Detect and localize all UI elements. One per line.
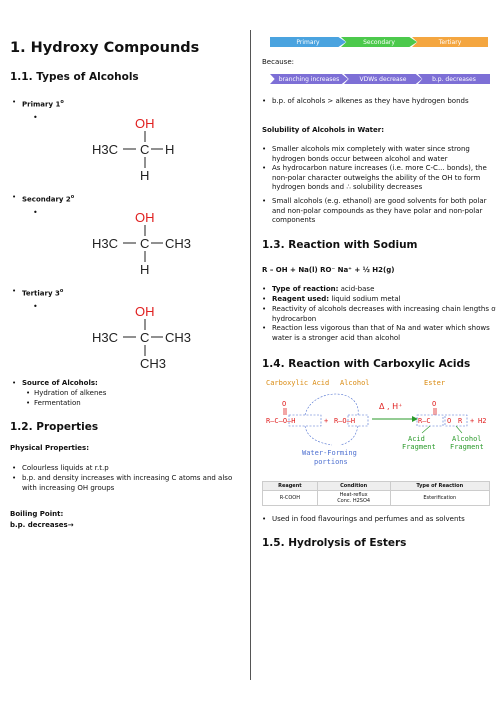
boiling-point-title: Boiling Point: <box>10 510 64 518</box>
label-alcohol-fragment: Fragment <box>450 443 484 451</box>
table-cell: Heat-reflux Conc. H2SO4 <box>316 490 391 506</box>
boiling-point-text: b.p. decreases→ <box>10 521 74 529</box>
label-ester: Ester <box>424 379 445 387</box>
c-label: C <box>140 330 149 345</box>
bullet-dot: • <box>33 208 38 217</box>
plus-sign: + <box>324 417 328 425</box>
table-header: Reagent <box>262 481 318 491</box>
label-water-forming: Water-Forming <box>302 449 357 457</box>
sodium-item: Reactivity of alcohols decreases with in… <box>262 305 496 324</box>
solubility-title: Solubility of Alcohols in Water: <box>262 126 385 134</box>
phys-item: b.p. and density increases with increasi… <box>12 474 247 493</box>
section-carboxylic-acids: 1.4. Reaction with Carboxylic Acids <box>262 358 471 370</box>
ester-formula: R–C <box>418 417 431 425</box>
tertiary-bullet: Tertiary 3o <box>12 287 63 299</box>
primary-bullet: Primary 1o <box>12 98 64 110</box>
ester-r: R <box>458 417 463 425</box>
chevron-primary: Primary <box>270 37 346 47</box>
h3c-label: H3C <box>92 142 118 157</box>
chevron-bp: b.p. decreases <box>418 74 490 84</box>
chevron-secondary: Secondary <box>341 37 417 47</box>
source-item: Hydration of alkenes <box>26 389 106 399</box>
o-label: O <box>432 400 436 408</box>
uses-bullet: Used in food flavourings and perfumes an… <box>262 515 496 525</box>
ch3-label: CH3 <box>165 236 191 251</box>
label-alcohol: Alcohol <box>340 379 370 387</box>
page-title: 1. Hydroxy Compounds <box>10 40 200 56</box>
label-carboxylic-acid: Carboxylic Acid <box>266 379 329 387</box>
secondary-alcohol-structure: OH H3C C CH3 H <box>92 210 191 276</box>
solubility-item: Small alcohols (e.g. ethanol) are good s… <box>262 197 496 226</box>
section-types-of-alcohols: 1.1. Types of Alcohols <box>10 71 139 83</box>
label-portions: portions <box>314 458 348 466</box>
column-divider <box>250 30 251 680</box>
source-item: Fermentation <box>26 399 81 409</box>
oh-label: OH <box>135 116 155 131</box>
c-label: C <box>140 236 149 251</box>
table-header: Type of Reaction <box>389 481 490 491</box>
section-properties: 1.2. Properties <box>10 421 99 433</box>
o-label: O <box>282 400 286 408</box>
because-label: Because: <box>262 58 294 66</box>
physical-properties-title: Physical Properties: <box>10 444 90 452</box>
solubility-item: As hydrocarbon nature increases (i.e. mo… <box>262 164 496 193</box>
ch3-label: CH3 <box>165 330 191 345</box>
section-hydrolysis: 1.5. Hydrolysis of Esters <box>262 537 407 549</box>
chevron-vdws: VDWs decrease <box>344 74 422 84</box>
oh-label: OH <box>135 210 155 225</box>
table-cell: Esterification <box>389 490 490 506</box>
label-alcohol-fragment: Alcohol <box>452 435 482 443</box>
secondary-bullet: Secondary 2o <box>12 193 74 205</box>
h3c-label: H3C <box>92 236 118 251</box>
h3c-label: H3C <box>92 330 118 345</box>
because-bullet: b.p. of alcohols > alkenes as they have … <box>262 97 496 107</box>
esterification-diagram: Carboxylic Acid Alcohol Ester O R–C–O–H … <box>266 379 486 466</box>
sodium-item: Type of reaction: acid-base <box>262 285 496 295</box>
label-acid-fragment: Fragment <box>402 443 436 451</box>
c-label: C <box>140 142 149 157</box>
h-label: H <box>140 168 149 182</box>
phys-item: Colourless liquids at r.t.p <box>12 464 247 474</box>
h-label: H <box>140 262 149 276</box>
oh-label: OH <box>135 304 155 319</box>
esterification-table: Reagent Condition Type of Reaction R-COO… <box>262 481 490 506</box>
alcohol-formula: R–O–H <box>334 417 355 425</box>
sodium-equation: R – OH + Na(l) RO⁻ Na⁺ + ½ H2(g) <box>262 266 395 274</box>
label-conditions: Δ , H⁺ <box>379 402 402 411</box>
table-header: Condition <box>316 481 391 491</box>
section-reaction-sodium: 1.3. Reaction with Sodium <box>262 239 418 251</box>
h-label: H <box>165 142 174 157</box>
tertiary-alcohol-structure: OH H3C C CH3 CH3 <box>92 304 191 370</box>
bullet-dot: • <box>33 302 38 311</box>
ch3-label: CH3 <box>140 356 166 370</box>
bullet-dot: • <box>33 113 38 122</box>
sodium-item: Reagent used: liquid sodium metal <box>262 295 496 305</box>
sodium-item: Reaction less vigorous than that of Na a… <box>262 324 496 343</box>
plus-sign: + <box>470 417 474 425</box>
water-h2: H2 <box>478 417 486 425</box>
sources-bullet: Source of Alcohols: <box>12 379 98 389</box>
ester-o: O <box>447 417 451 425</box>
primary-alcohol-structure: OH H3C C H H <box>92 116 174 182</box>
label-acid-fragment: Acid <box>408 435 425 443</box>
acid-formula: R–C–O–H <box>266 417 296 425</box>
solubility-item: Smaller alcohols mix completely with wat… <box>262 145 496 164</box>
table-cell: R-COOH <box>262 490 318 506</box>
chevron-branching: branching increases <box>270 74 348 84</box>
chevron-tertiary: Tertiary <box>412 37 488 47</box>
